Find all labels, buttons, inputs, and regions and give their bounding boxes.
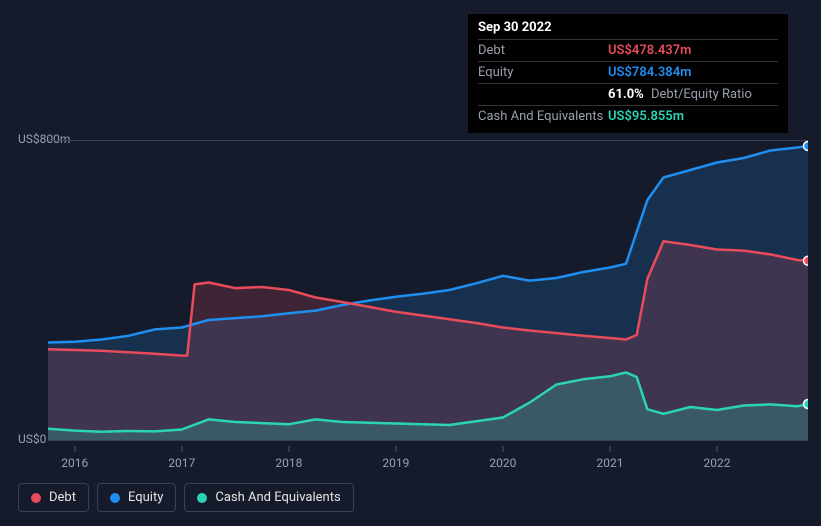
plot-area[interactable] xyxy=(48,140,808,440)
x-tick-label: 2021 xyxy=(596,456,623,470)
tooltip-label-ratio xyxy=(478,87,608,102)
tooltip-ratio-pct: 61.0% xyxy=(608,87,644,102)
tooltip-value-debt: US$478.437m xyxy=(608,43,691,58)
legend-item-cash[interactable]: Cash And Equivalents xyxy=(184,483,353,512)
x-tick-label: 2017 xyxy=(168,456,195,470)
tooltip-date: Sep 30 2022 xyxy=(478,20,778,39)
chart: US$0US$800m 2016201720182019202020212022 xyxy=(18,120,808,470)
tooltip-value-equity: US$784.384m xyxy=(608,65,691,80)
tooltip-row-ratio: 61.0% Debt/Equity Ratio xyxy=(478,83,778,105)
tooltip-label-equity: Equity xyxy=(478,65,608,80)
tooltip-label-debt: Debt xyxy=(478,43,608,58)
x-axis: 2016 2017 2018 2019 2020 2021 2022 xyxy=(48,450,808,470)
gridline xyxy=(48,440,808,441)
tooltip-panel: Sep 30 2022 Debt US$478.437m Equity US$7… xyxy=(468,14,788,133)
x-tick-label: 2020 xyxy=(489,456,516,470)
end-marker-cash xyxy=(804,400,809,409)
legend-swatch-cash xyxy=(197,493,207,503)
tooltip-row-equity: Equity US$784.384m xyxy=(478,61,778,83)
legend: Debt Equity Cash And Equivalents xyxy=(18,483,354,512)
legend-label-debt: Debt xyxy=(49,490,76,505)
tooltip-value-ratio: 61.0% Debt/Equity Ratio xyxy=(608,87,752,102)
x-tick-label: 2022 xyxy=(704,456,731,470)
legend-label-equity: Equity xyxy=(128,490,163,505)
legend-item-equity[interactable]: Equity xyxy=(97,483,176,512)
tooltip-ratio-label: Debt/Equity Ratio xyxy=(651,87,752,102)
tooltip-row-debt: Debt US$478.437m xyxy=(478,39,778,61)
legend-swatch-equity xyxy=(110,493,120,503)
x-tick-label: 2019 xyxy=(382,456,409,470)
x-tick-label: 2018 xyxy=(275,456,302,470)
end-marker-debt xyxy=(804,256,809,265)
legend-swatch-debt xyxy=(31,493,41,503)
legend-item-debt[interactable]: Debt xyxy=(18,483,89,512)
legend-label-cash: Cash And Equivalents xyxy=(215,490,340,505)
end-marker-equity xyxy=(804,142,809,151)
x-tick-label: 2016 xyxy=(61,456,88,470)
